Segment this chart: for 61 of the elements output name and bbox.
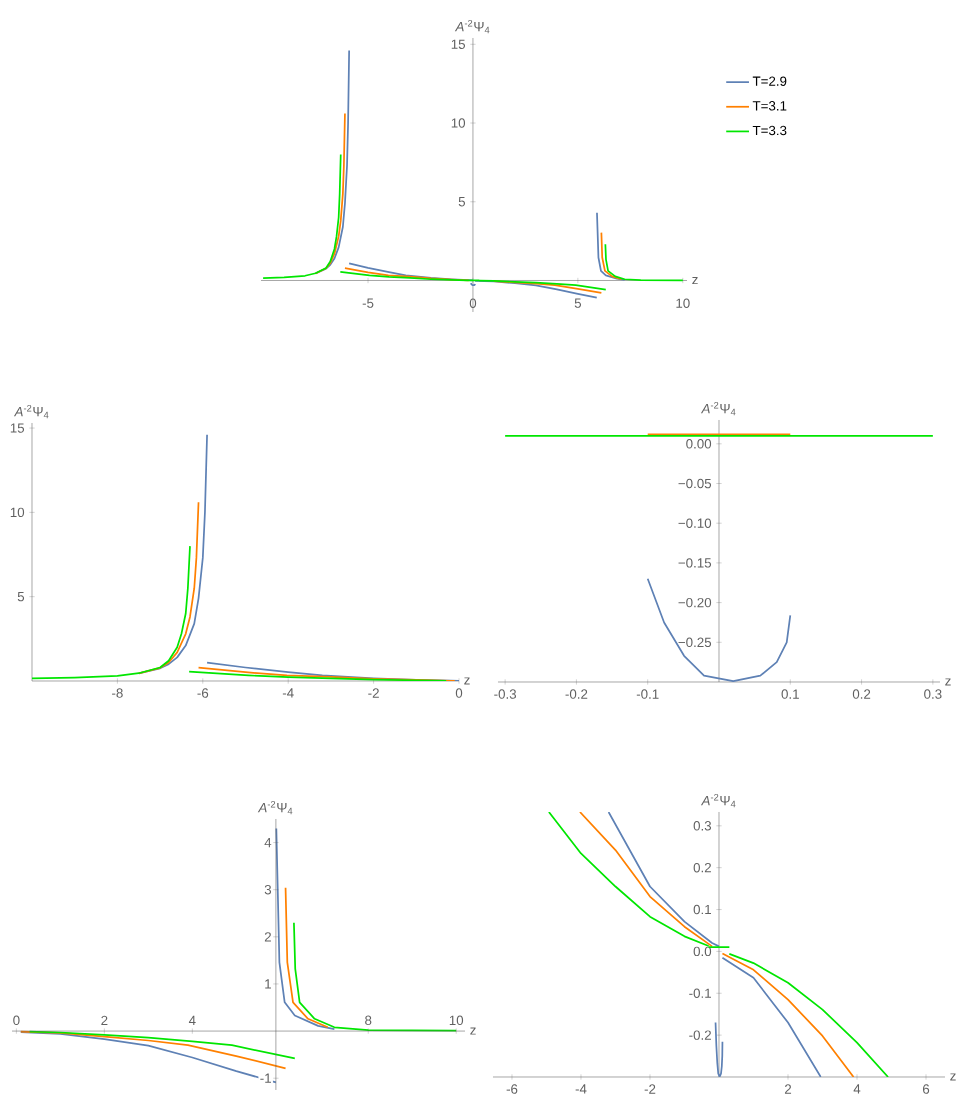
x-tick-label: 0.1 [781, 689, 799, 699]
x-tick-label: -0.2 [565, 689, 588, 699]
y-tick-label: 15 [10, 423, 25, 433]
y-tick-label: −0.25 [678, 637, 712, 648]
x-tick-label: -5 [362, 298, 374, 308]
x-tick-label: 5 [574, 298, 582, 308]
y-tick-label: 2 [264, 932, 271, 942]
y-tick-label: −0.10 [678, 518, 712, 528]
x-tick-label: -4 [575, 1084, 587, 1094]
y-axis-title: A$^{-2}$Ψ$_{4}$ [13, 404, 49, 419]
y-tick-label: 5 [458, 197, 466, 207]
x-axis-title: z [464, 677, 470, 685]
x-tick-label: -0.3 [494, 689, 517, 699]
legend-label: T=2.9 [752, 76, 787, 86]
x-tick-label: 2 [101, 1015, 108, 1026]
y-tick-label: 15 [451, 39, 466, 49]
x-tick-label: 6 [922, 1084, 930, 1094]
y-tick-label: −0.15 [678, 558, 712, 568]
y-tick-label: 0.3 [693, 821, 712, 831]
y-tick-label: -0.1 [689, 988, 711, 998]
y-tick-label: 0.0 [693, 946, 712, 957]
x-axis-title: z [945, 678, 951, 686]
x-tick-label: -6 [506, 1084, 518, 1094]
y-tick-label: -1 [260, 1073, 271, 1083]
x-axis-title: z [470, 1027, 476, 1035]
x-tick-label: 0.3 [924, 689, 942, 699]
y-tick-label: 4 [264, 837, 272, 848]
y-tick-label: −0.20 [678, 597, 712, 608]
y-axis-title: A$^{-2}$Ψ$_{4}$ [700, 793, 736, 808]
x-tick-label: -2 [644, 1084, 656, 1094]
x-tick-label: -6 [197, 688, 209, 698]
x-tick-label: 4 [188, 1015, 196, 1026]
y-tick-label: 3 [264, 884, 272, 895]
y-tick-label: 1 [265, 979, 271, 989]
y-tick-label: −0.05 [678, 478, 712, 489]
x-tick-label: -2 [368, 688, 379, 698]
x-tick-label: -4 [282, 688, 294, 698]
y-axis-title: A$^{-2}$Ψ$_{4}$ [700, 401, 736, 416]
y-axis-title: A$^{-2}$Ψ$_{4}$ [454, 19, 490, 34]
x-tick-label: 0 [455, 688, 463, 698]
y-tick-label: 10 [451, 118, 466, 128]
legend-label: T=3.1 [752, 101, 787, 111]
x-tick-label: 0.2 [852, 689, 871, 699]
y-tick-label: 10 [10, 507, 25, 518]
x-axis-title: z [692, 276, 698, 285]
y-axis-title: A$^{-2}$Ψ$_{4}$ [257, 800, 293, 815]
x-tick-label: 8 [365, 1015, 372, 1026]
y-tick-label: 0.00 [686, 439, 712, 449]
y-tick-label: -0.2 [689, 1030, 711, 1040]
x-tick-label: -8 [112, 688, 123, 698]
x-tick-label: -0.1 [636, 689, 659, 699]
x-tick-label: 0 [13, 1015, 20, 1026]
x-axis-title: z [950, 1073, 956, 1081]
y-tick-label: 5 [17, 592, 25, 602]
x-tick-label: 2 [784, 1084, 792, 1094]
x-tick-label: 0 [469, 298, 477, 308]
y-tick-label: 0.1 [693, 904, 711, 915]
legend-label: T=3.3 [752, 125, 787, 136]
y-tick-label: 0.2 [693, 862, 711, 873]
line-series [646, 577, 792, 682]
x-tick-label: 4 [853, 1084, 861, 1094]
